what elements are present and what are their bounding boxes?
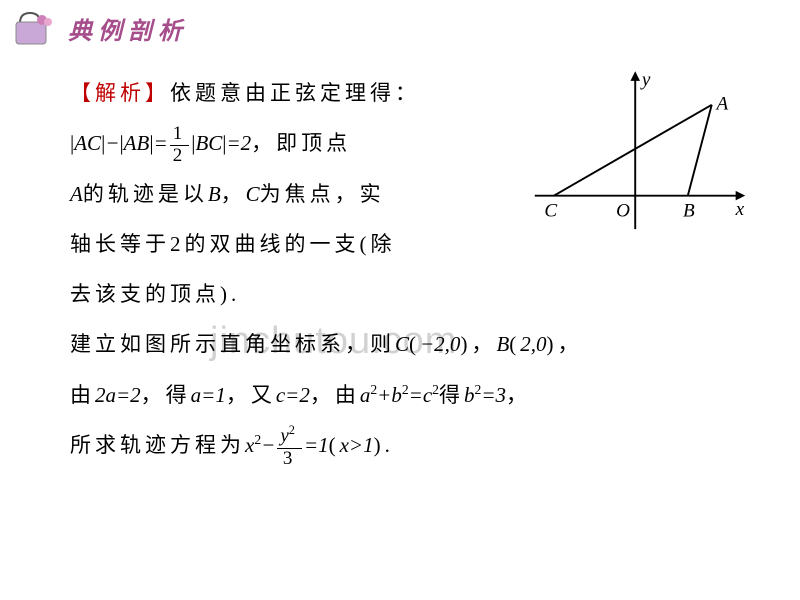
label-C: C (544, 201, 557, 222)
line6a: 建立如图所示直角坐标系， (70, 332, 370, 356)
line6b: 则C(−2,0)，B(2,0)， (370, 332, 583, 356)
line-7: 由2a=2，得a=1，又c=2，由a2+b2=c2得b2=3， (70, 372, 730, 418)
label-B: B (683, 201, 695, 222)
eq-tail: 即顶点 (276, 131, 351, 155)
jiexi-label: 【解析】 (70, 81, 170, 105)
frac-y2-3: y23 (277, 424, 302, 469)
line-BA (688, 105, 712, 196)
label-y: y (640, 70, 651, 91)
line1-text: 依题意由正弦定理得： (170, 81, 420, 105)
label-A: A (715, 94, 729, 115)
header-banner: 典例剖析 (10, 8, 188, 48)
line-CA (554, 105, 712, 196)
eq-lhs: |AC|−|AB|= (70, 131, 168, 155)
bag-icon (10, 8, 60, 48)
label-x: x (735, 199, 745, 220)
eq-comma: ， (251, 131, 276, 155)
line-8: 所求轨迹方程为x2−y23=1(x>1). (70, 422, 730, 470)
line-6: 建立如图所示直角坐标系，则C(−2,0)，B(2,0)， (70, 321, 730, 367)
frac-half: 12 (170, 124, 190, 167)
label-O: O (616, 201, 630, 222)
y-arrow (630, 71, 640, 81)
line-5: 去该支的顶点). (70, 271, 730, 317)
triangle-diagram: y x A B C O (530, 60, 750, 250)
banner-title: 典例剖析 (68, 11, 188, 46)
eq-rhs: |BC|=2 (191, 131, 251, 155)
